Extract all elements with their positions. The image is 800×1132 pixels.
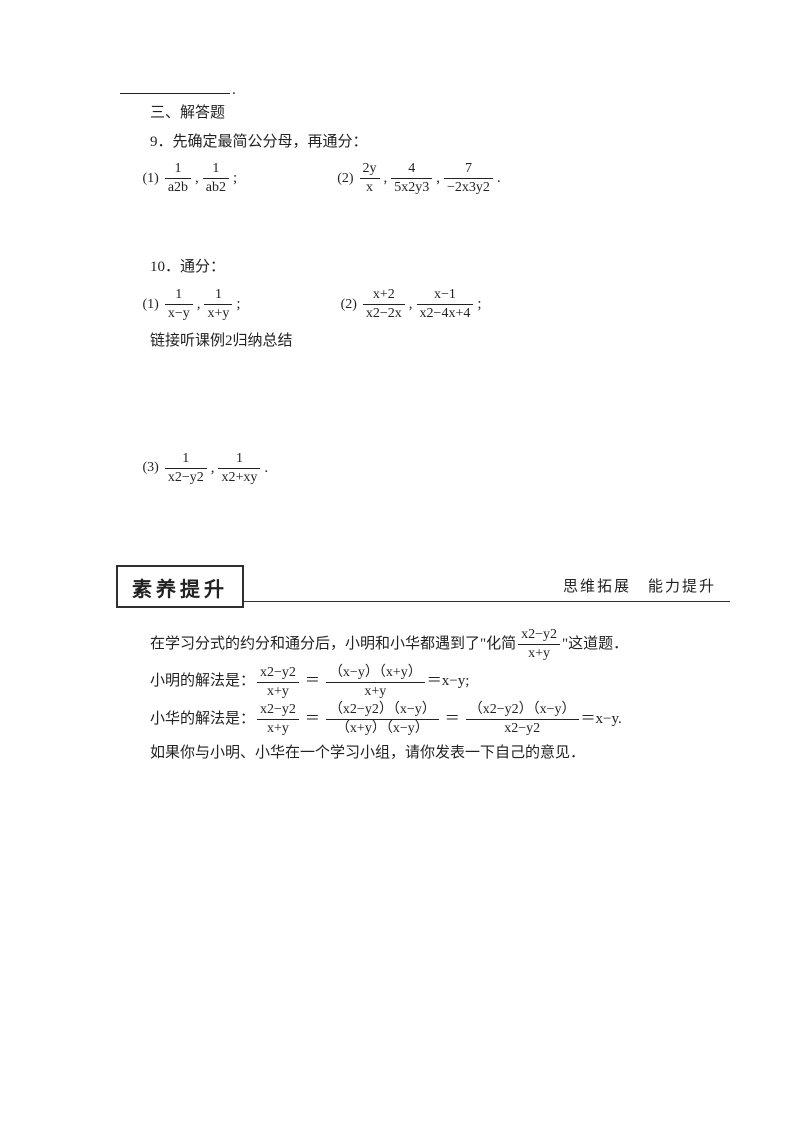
eq: ＝ [305,704,320,736]
eq: ＝ [305,666,320,698]
q9-p1-frac2: 1ab2 [203,160,229,197]
xm-label: 小明的解法是： [150,666,255,698]
q10-p1-label: (1) [143,297,159,313]
xh-frac2: （x2−y2）（x−y）（x+y）（x−y） [326,701,439,738]
comma: , [436,170,440,187]
section-3-title: 三、解答题 [120,99,730,128]
xh-label: 小华的解法是： [150,704,255,736]
q10-expressions-row1: (1) 1x−y , 1x+y ; (2) x+2x2−2x , x−1x2−4… [143,286,731,323]
comma: , [384,170,388,187]
q9-p2-frac3: 7−2x3y2 [444,160,493,197]
q10-p2-label: (2) [341,297,357,313]
q9-expressions: (1) 1a2b , 1ab2 ; (2) 2yx , 45x2y3 , 7−2… [143,160,731,197]
xm-frac1: x2−y2x+y [257,664,299,701]
banner-title: 素养提升 [116,565,244,608]
q10-p3-frac2: 1x2+xy [218,450,260,487]
q9-p2-frac2: 45x2y3 [391,160,432,197]
q9-p2-label: (2) [337,171,353,187]
semicolon: ; [236,296,240,313]
intro-frac: x2−y2x+y [518,626,560,663]
q10-note: 链接听课例2归纳总结 [120,327,730,356]
banner-subtitle: 思维拓展 能力提升 [559,575,720,596]
q10-stem: 10．通分： [120,253,730,282]
xh-res: ＝x−y. [581,704,622,736]
q10-p1-frac2: 1x+y [204,286,232,323]
q10-p2-frac2: x−1x2−4x+4 [417,286,474,323]
q9-p1-label: (1) [143,171,159,187]
q10-p3-label: (3) [143,460,159,476]
period: . [232,82,236,98]
xm-res: ＝x−y; [427,666,470,698]
closing: 如果你与小明、小华在一个学习小组，请你发表一下自己的意见． [150,738,730,770]
comma: , [195,170,199,187]
q10-expressions-row2: (3) 1x2−y2 , 1x2+xy . [143,450,731,487]
semicolon: ; [233,170,237,187]
q9-stem: 9．先确定最简公分母，再通分： [120,128,730,157]
intro-a: 在学习分式的约分和通分后，小明和小华都遇到了"化简 [150,629,516,661]
xh-frac1: x2−y2x+y [257,701,299,738]
extension-content: 在学习分式的约分和通分后，小明和小华都遇到了"化简 x2−y2x+y "这道题．… [150,626,730,770]
semicolon: ; [477,296,481,313]
eq: ＝ [445,704,460,736]
comma: , [211,460,215,477]
comma: , [409,296,413,313]
q9-p2-frac1: 2yx [360,160,380,197]
q10-p3-frac1: 1x2−y2 [165,450,207,487]
q9-p1-frac1: 1a2b [165,160,191,197]
comma: , [197,296,201,313]
period: . [264,460,268,477]
xm-frac2: （x−y）（x+y）x+y [326,664,425,701]
blank-answer: . [120,80,730,99]
xh-frac3: （x2−y2）（x−y）x2−y2 [466,701,579,738]
intro-b: "这道题． [562,629,628,661]
banner: 素养提升 思维拓展 能力提升 [116,565,730,608]
q10-p1-frac1: 1x−y [165,286,193,323]
q10-p2-frac1: x+2x2−2x [363,286,405,323]
period: . [497,170,501,187]
